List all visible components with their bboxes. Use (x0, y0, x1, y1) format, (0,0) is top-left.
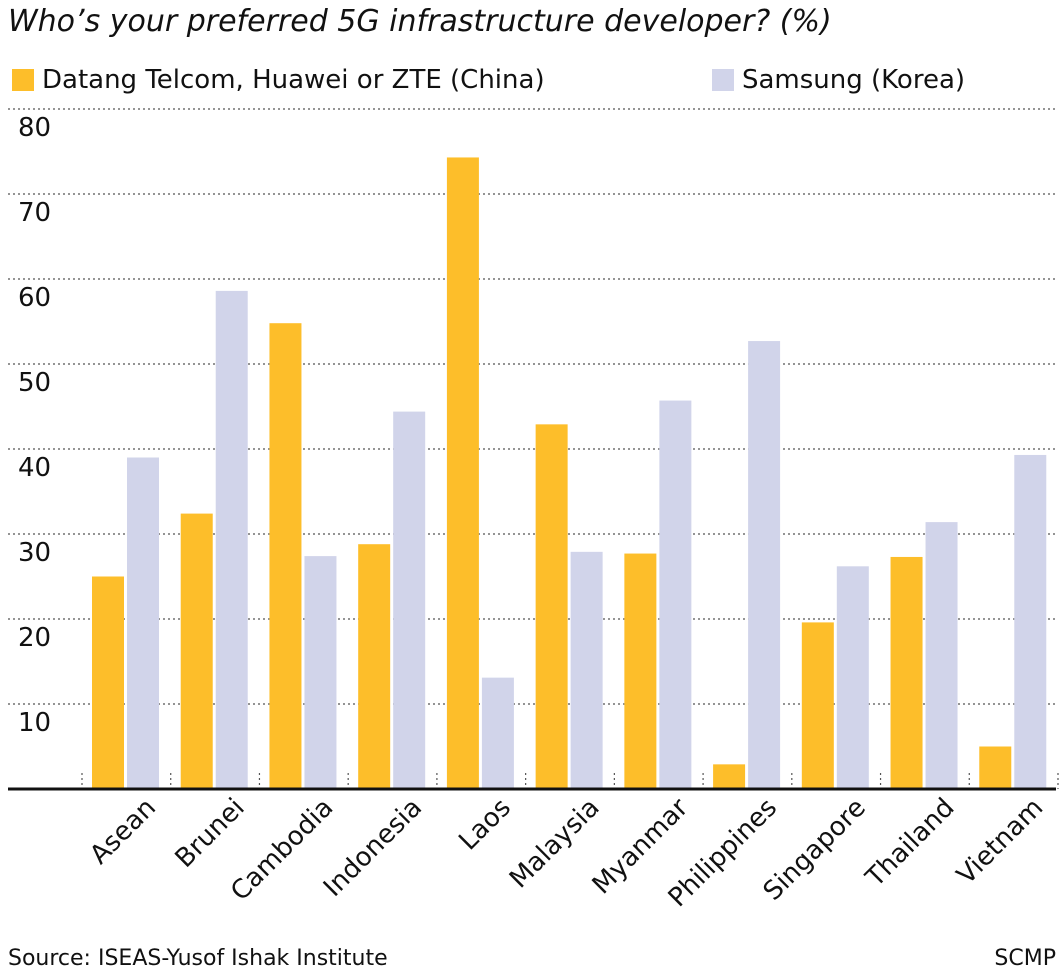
x-tick-label: Asean (84, 793, 162, 871)
bar-china (624, 553, 657, 789)
y-tick-label: 70 (18, 198, 51, 228)
bar-korea (481, 677, 514, 789)
y-tick-label: 60 (18, 283, 51, 313)
legend-label-china: Datang Telcom, Huawei or ZTE (China) (42, 65, 545, 95)
y-tick-label: 40 (18, 453, 51, 483)
legend-label-korea: Samsung (Korea) (742, 65, 966, 95)
legend-item-korea: Samsung (Korea) (712, 62, 965, 98)
bar-china (801, 622, 834, 789)
y-tick-label: 30 (18, 538, 51, 568)
credit-label: SCMP (994, 946, 1056, 971)
source-note: Source: ISEAS-Yusof Ishak Institute (8, 946, 388, 971)
legend-swatch-korea (712, 69, 734, 91)
bar-korea (570, 551, 603, 789)
bar-korea (1014, 454, 1047, 789)
y-tick-label: 80 (18, 113, 51, 143)
bar-china (535, 424, 568, 789)
bar-korea (304, 556, 337, 789)
y-tick-label: 50 (18, 368, 51, 398)
bar-korea (393, 411, 426, 789)
bar-china (180, 513, 213, 789)
x-tick-label: Laos (453, 793, 517, 857)
bar-korea (659, 400, 692, 789)
bar-china (269, 323, 302, 789)
legend-swatch-china (12, 69, 34, 91)
legend-item-china: Datang Telcom, Huawei or ZTE (China) (12, 62, 545, 98)
x-tick-label: Vietnam (951, 793, 1049, 891)
bar-china (92, 576, 124, 789)
bar-china (446, 157, 479, 789)
y-tick-label: 20 (18, 623, 51, 653)
bar-korea (127, 457, 159, 789)
x-tick-label: Thailand (860, 793, 961, 894)
bar-china (890, 556, 923, 789)
bar-china (713, 764, 746, 789)
x-tick-label: Brunei (170, 793, 251, 874)
bar-korea (215, 290, 248, 789)
chart-title: Who’s your preferred 5G infrastructure d… (8, 4, 832, 39)
bar-korea (748, 341, 781, 789)
bar-china (979, 746, 1012, 789)
y-tick-label: 10 (18, 708, 51, 738)
bar-korea (925, 522, 958, 789)
bar-china (358, 544, 391, 789)
bar-korea (836, 566, 869, 789)
